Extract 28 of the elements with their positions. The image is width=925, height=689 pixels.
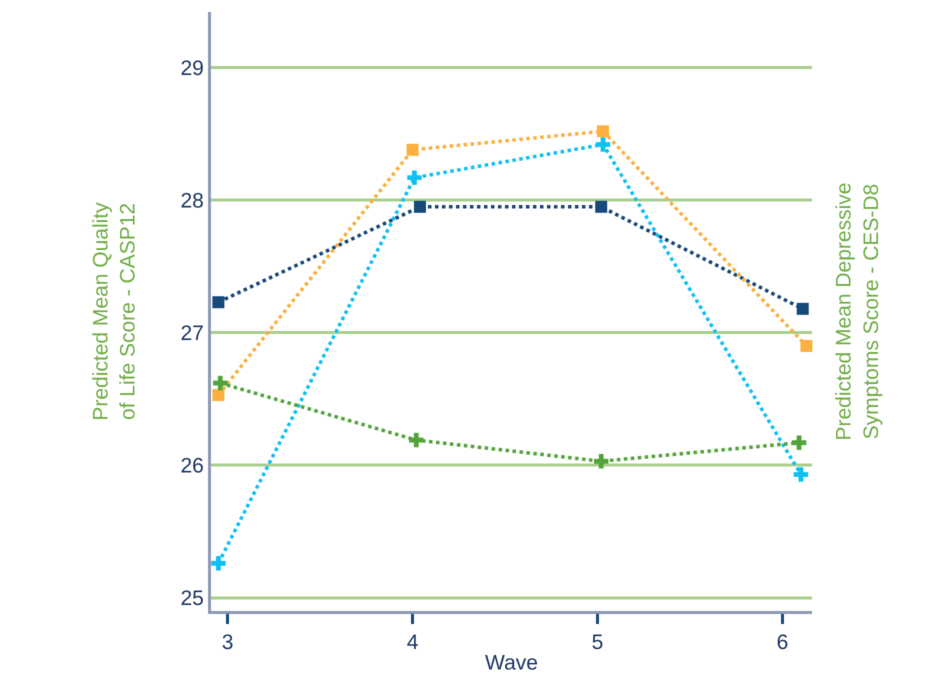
x-tick-label: 5 [592, 631, 604, 654]
x-axis-title: Wave [485, 651, 538, 674]
y-tick-label: 25 [180, 587, 204, 610]
point [596, 137, 610, 152]
point [407, 170, 422, 185]
point [414, 200, 426, 213]
y-tick-label: 29 [180, 57, 204, 80]
point [594, 454, 608, 468]
y2-axis-title: Predicted Mean Depressive Symptoms Score - CES-D8 [832, 182, 883, 441]
point [213, 376, 228, 390]
point [792, 436, 806, 450]
point [796, 302, 809, 315]
point [595, 200, 608, 213]
point [212, 296, 224, 308]
point [211, 556, 226, 570]
x-tick-label: 6 [776, 631, 788, 654]
point [409, 432, 424, 448]
point [597, 125, 610, 138]
x-tick-label: 4 [406, 631, 419, 654]
x-tick-label: 3 [222, 631, 234, 654]
y-axis-title: Predicted Mean Quality of Life Score - CASP12 [89, 202, 140, 421]
point [800, 340, 812, 352]
y-tick-label: 27 [180, 322, 204, 346]
point [406, 144, 419, 156]
point [794, 467, 808, 482]
y-tick-label: 28 [180, 190, 204, 213]
point [212, 388, 224, 401]
y-tick-label: 26 [180, 454, 204, 478]
